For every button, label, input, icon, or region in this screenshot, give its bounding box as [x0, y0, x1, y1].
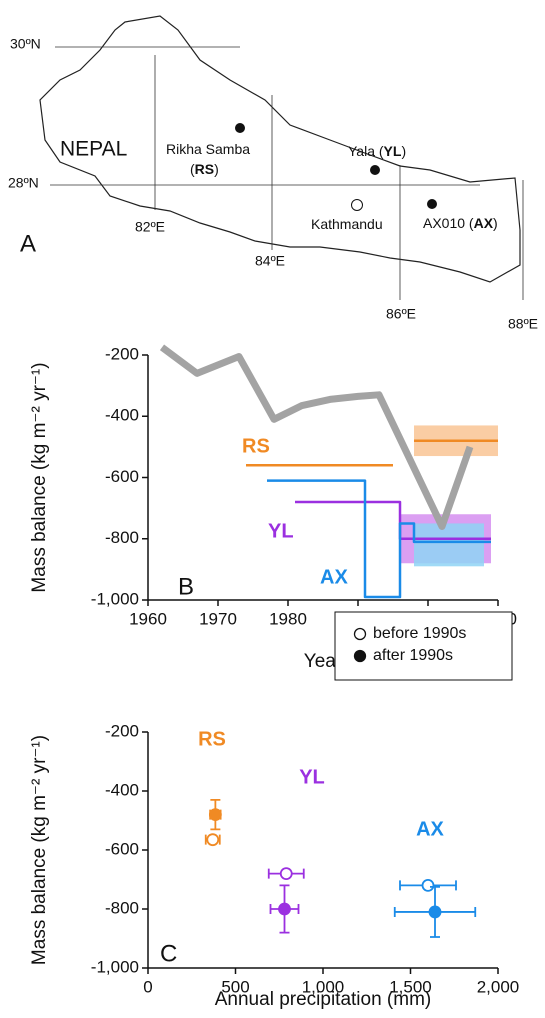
site-label: (RS) [190, 161, 219, 177]
series-label: RS [242, 435, 270, 457]
series-line [246, 439, 498, 467]
y-axis-label: Mass balance (kg m⁻² yr⁻¹) [29, 362, 50, 592]
y-tick-label: -1,000 [91, 957, 139, 976]
x-tick-label: 2,000 [477, 977, 520, 996]
point [208, 808, 222, 821]
series-line [159, 344, 474, 530]
site-label-part: AX [474, 215, 494, 231]
x-tick-label: 1970 [199, 609, 237, 628]
site-label: Yala (YL) [348, 143, 406, 159]
y-tick-label: -600 [105, 467, 139, 486]
site-dot [370, 165, 380, 175]
x-tick-label: 500 [221, 977, 249, 996]
latitude-label: 28ºN [8, 175, 39, 191]
y-tick-label: -600 [105, 839, 139, 858]
series-label: YL [268, 520, 294, 542]
x-tick-label: 1,000 [302, 977, 345, 996]
x-axis-label: Annual precipitation (mm) [215, 989, 431, 1010]
series-label: YL [299, 766, 325, 788]
site-label-part: YL [384, 143, 402, 159]
site-label: AX010 (AX) [423, 215, 498, 231]
legend-box [334, 611, 513, 681]
legend-label: after 1990s [373, 647, 453, 664]
site-label: Rikha Samba [166, 141, 250, 157]
y-tick-label: -200 [105, 344, 139, 363]
series-label: AX [320, 566, 348, 588]
longitude-label: 84ºE [255, 253, 285, 269]
longitude-label: 88ºE [508, 316, 538, 332]
country-label: NEPAL [60, 138, 127, 161]
y-tick-label: -1,000 [91, 589, 139, 608]
site-label-part: ( [190, 161, 195, 177]
panel-letter: A [20, 230, 36, 257]
y-tick-label: -800 [105, 898, 139, 917]
point [279, 867, 293, 880]
site-label-part: Rikha Samba [166, 141, 250, 157]
y-tick-label: -200 [105, 721, 139, 740]
site-dot [351, 199, 363, 211]
nepal-outline [39, 15, 521, 283]
point [421, 879, 435, 892]
series-line [295, 500, 491, 540]
latitude-label: 30ºN [10, 36, 41, 52]
site-label-part: AX010 ( [423, 215, 474, 231]
site-label-part: ) [214, 161, 219, 177]
legend-marker [353, 649, 367, 663]
point [206, 833, 220, 847]
x-tick-label: 1980 [269, 609, 307, 628]
site-label: Kathmandu [311, 216, 383, 232]
site-dot [427, 199, 437, 209]
site-label-part: Kathmandu [311, 216, 383, 232]
site-dot [235, 123, 245, 133]
panel-letter: B [178, 573, 194, 600]
legend-label: before 1990s [373, 625, 466, 642]
y-tick-label: -400 [105, 406, 139, 425]
legend-marker [353, 627, 367, 641]
x-axis-label: Year [304, 651, 343, 672]
series-line [267, 479, 491, 599]
longitude-label: 82ºE [135, 219, 165, 235]
x-tick-label: 1,500 [389, 977, 432, 996]
y-tick-label: -800 [105, 528, 139, 547]
y-tick-label: -400 [105, 780, 139, 799]
point [428, 905, 442, 919]
uncertainty-box [414, 523, 484, 567]
x-tick-label: 1960 [129, 609, 167, 628]
site-label-part: Yala ( [348, 143, 384, 159]
series-label: RS [198, 728, 226, 750]
map-grid [50, 46, 524, 300]
panel-letter: C [160, 940, 177, 967]
series-label: AX [416, 818, 444, 840]
x-tick-label: 0 [143, 977, 152, 996]
site-label-part: ) [401, 143, 406, 159]
y-axis-label: Mass balance (kg m⁻² yr⁻¹) [29, 735, 50, 965]
point [278, 902, 291, 916]
site-label-part: RS [195, 161, 214, 177]
longitude-label: 86ºE [386, 306, 416, 322]
site-label-part: ) [493, 215, 498, 231]
